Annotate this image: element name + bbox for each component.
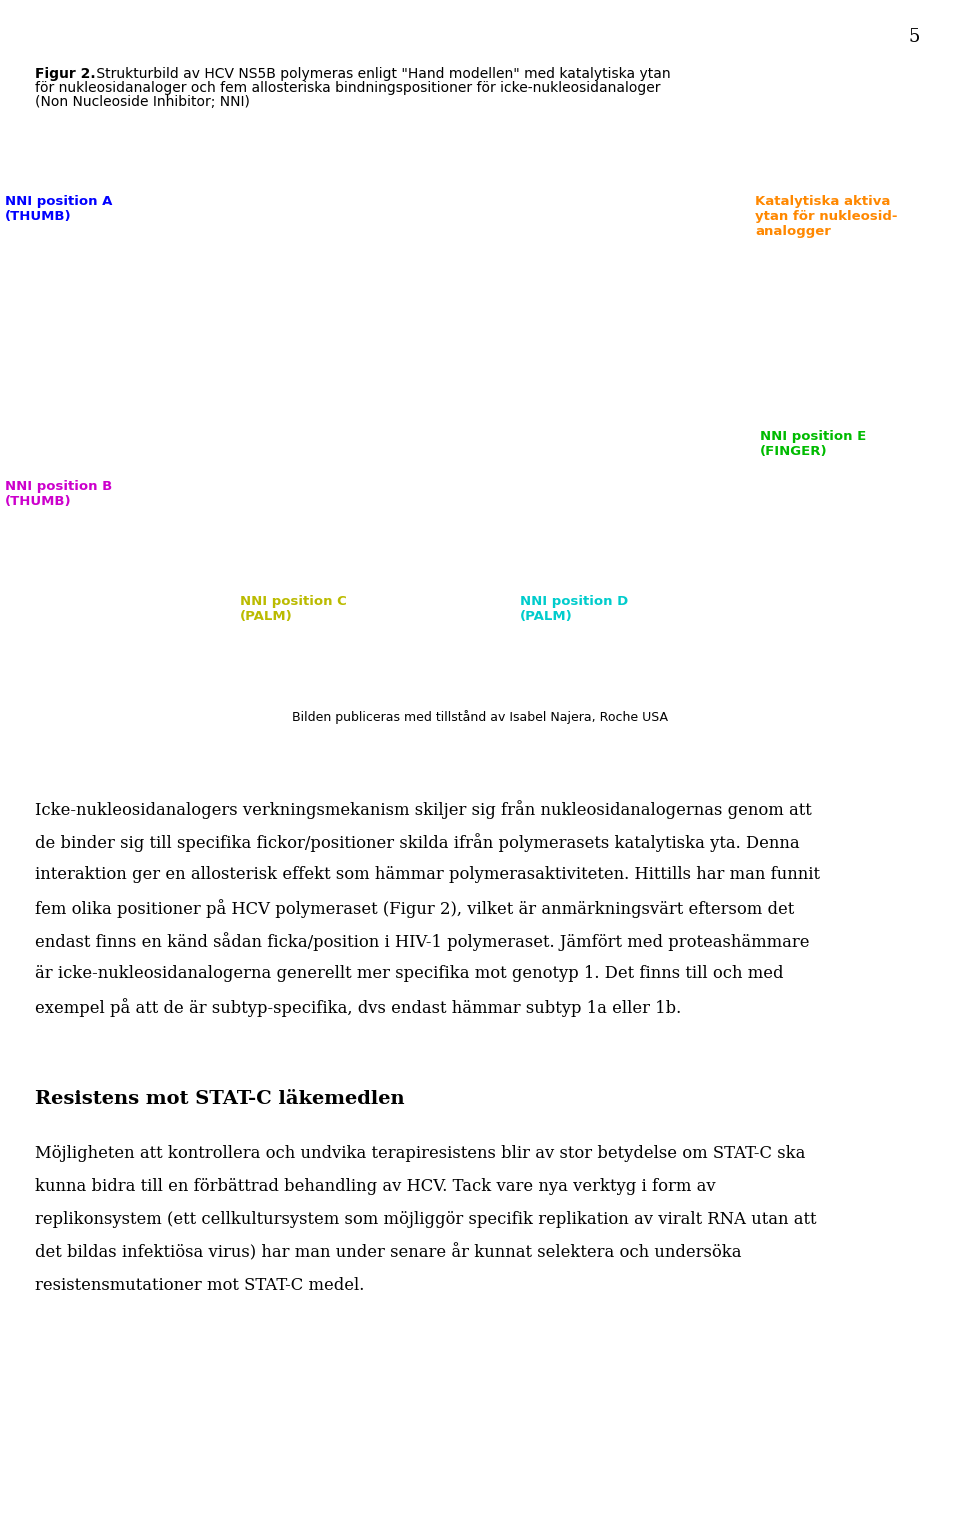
Text: NNI position D
(PALM): NNI position D (PALM) xyxy=(520,595,628,622)
Bar xyxy=(100,155,900,679)
Text: Katalytiska aktiva
ytan för nukleosid-
analogger: Katalytiska aktiva ytan för nukleosid- a… xyxy=(755,195,898,238)
Text: Resistens mot STAT-C läkemedlen: Resistens mot STAT-C läkemedlen xyxy=(35,1090,404,1108)
Text: Strukturbild av HCV NS5B polymeras enligt "Hand modellen" med katalytiska ytan: Strukturbild av HCV NS5B polymeras enlig… xyxy=(92,68,671,81)
Text: exempel på att de är subtyp-specifika, dvs endast hämmar subtyp 1a eller 1b.: exempel på att de är subtyp-specifika, d… xyxy=(35,998,682,1017)
Text: replikonsystem (ett cellkultursystem som möjliggör specifik replikation av viral: replikonsystem (ett cellkultursystem som… xyxy=(35,1211,817,1228)
Text: det bildas infektiösa virus) har man under senare år kunnat selektera och unders: det bildas infektiösa virus) har man und… xyxy=(35,1243,741,1262)
Text: NNI position B
(THUMB): NNI position B (THUMB) xyxy=(5,480,112,509)
Text: de binder sig till specifika fickor/positioner skilda ifrån polymerasets katalyt: de binder sig till specifika fickor/posi… xyxy=(35,833,800,851)
Text: Icke-nukleosidanalogers verkningsmekanism skiljer sig från nukleosidanalogernas : Icke-nukleosidanalogers verkningsmekanis… xyxy=(35,799,812,819)
Text: 5: 5 xyxy=(908,28,920,46)
Text: kunna bidra till en förbättrad behandling av HCV. Tack vare nya verktyg i form a: kunna bidra till en förbättrad behandlin… xyxy=(35,1177,715,1194)
Text: NNI position E
(FINGER): NNI position E (FINGER) xyxy=(760,430,866,458)
Text: Möjligheten att kontrollera och undvika terapiresistens blir av stor betydelse o: Möjligheten att kontrollera och undvika … xyxy=(35,1145,805,1162)
Text: fem olika positioner på HCV polymeraset (Figur 2), vilket är anmärkningsvärt eft: fem olika positioner på HCV polymeraset … xyxy=(35,899,794,918)
Text: (Non Nucleoside Inhibitor; NNI): (Non Nucleoside Inhibitor; NNI) xyxy=(35,95,250,109)
Text: interaktion ger en allosterisk effekt som hämmar polymerasaktiviteten. Hittills : interaktion ger en allosterisk effekt so… xyxy=(35,865,820,882)
Text: för nukleosidanaloger och fem allosteriska bindningspositioner för icke-nukleosi: för nukleosidanaloger och fem allosteris… xyxy=(35,81,660,95)
Text: endast finns en känd sådan ficka/position i HIV-1 polymeraset. Jämfört med prote: endast finns en känd sådan ficka/positio… xyxy=(35,931,809,951)
Text: resistensmutationer mot STAT-C medel.: resistensmutationer mot STAT-C medel. xyxy=(35,1277,365,1294)
Text: Figur 2.: Figur 2. xyxy=(35,68,96,81)
Text: är icke-nukleosidanalogerna generellt mer specifika mot genotyp 1. Det finns til: är icke-nukleosidanalogerna generellt me… xyxy=(35,965,783,982)
Text: NNI position C
(PALM): NNI position C (PALM) xyxy=(240,595,347,622)
Text: Bilden publiceras med tillstånd av Isabel Najera, Roche USA: Bilden publiceras med tillstånd av Isabe… xyxy=(292,710,668,724)
Text: NNI position A
(THUMB): NNI position A (THUMB) xyxy=(5,195,112,223)
